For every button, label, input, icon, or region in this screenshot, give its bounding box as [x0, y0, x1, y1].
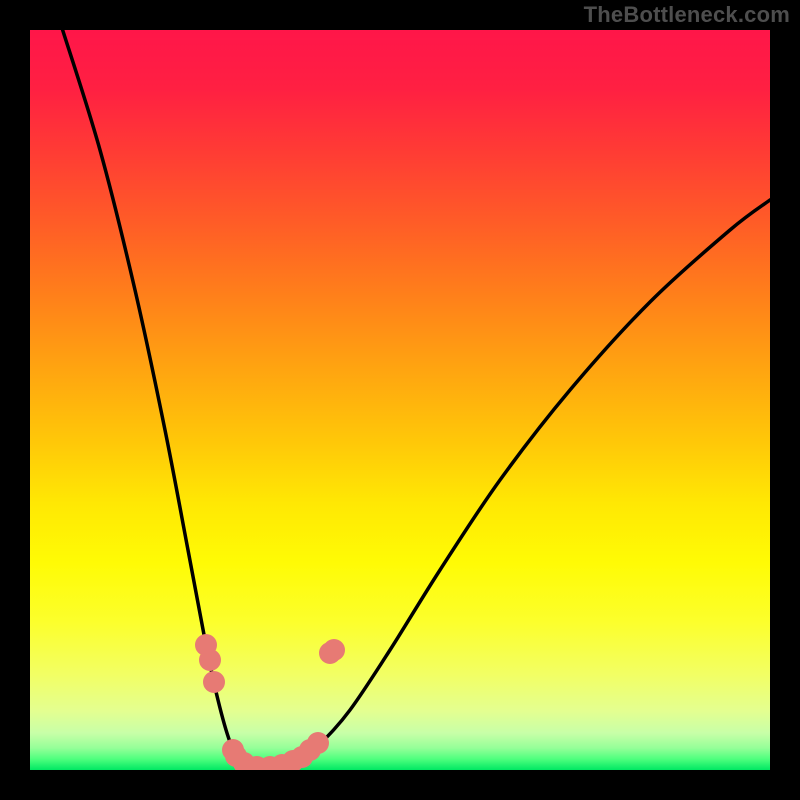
- watermark-text: TheBottleneck.com: [584, 2, 790, 28]
- bottleneck-curve: [62, 30, 770, 769]
- marker-point: [203, 671, 225, 693]
- marker-point: [307, 732, 329, 754]
- curve-layer: [30, 30, 770, 770]
- chart-frame: TheBottleneck.com: [0, 0, 800, 800]
- plot-area: [30, 30, 770, 770]
- marker-point: [199, 649, 221, 671]
- marker-point: [323, 639, 345, 661]
